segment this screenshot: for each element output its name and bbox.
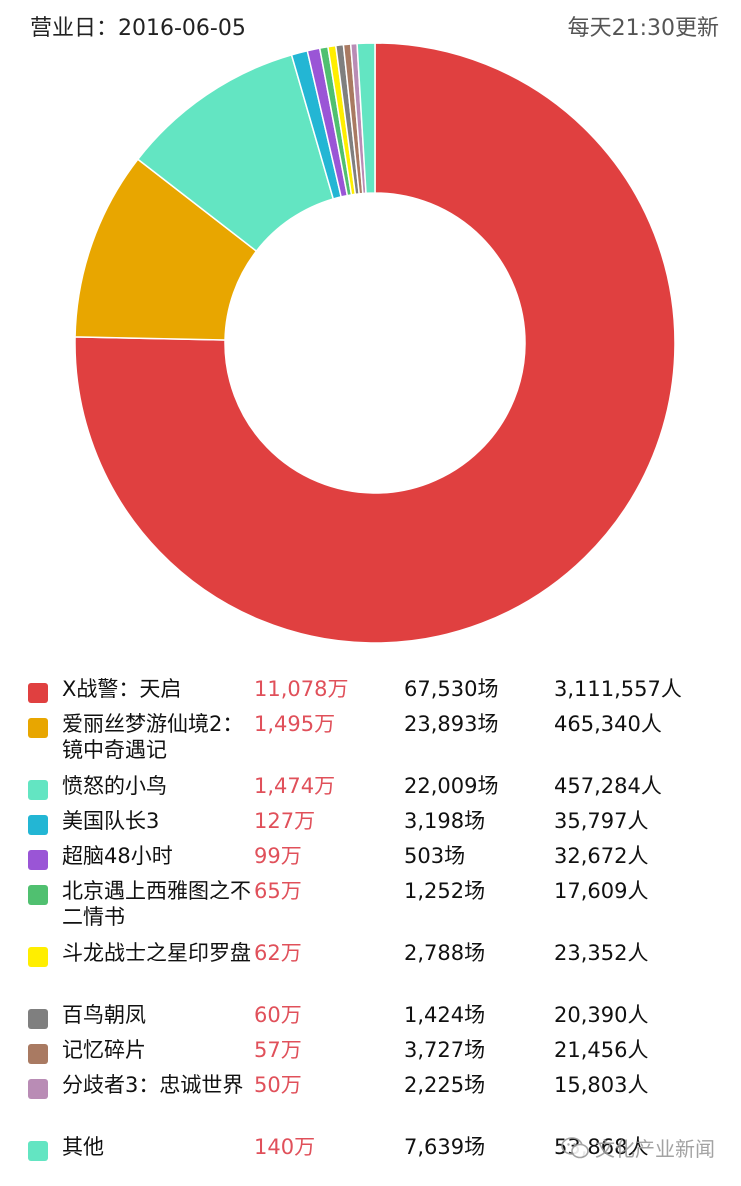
audience-count: 21,456人 (554, 1038, 649, 1062)
box-office-gross: 57万 (254, 1038, 302, 1062)
movie-name: 分歧者3：忠诚世界 (62, 1073, 244, 1097)
movie-name: 斗龙战士之星印罗盘 (62, 941, 251, 965)
box-office-gross: 11,078万 (254, 677, 349, 701)
box-office-gross: 127万 (254, 809, 316, 833)
audience-count: 20,390人 (554, 1003, 649, 1027)
legend-swatch (28, 850, 48, 870)
box-office-gross: 60万 (254, 1003, 302, 1027)
box-office-gross: 1,495万 (254, 712, 336, 736)
legend-swatch (28, 718, 48, 738)
screening-count: 23,893场 (404, 712, 499, 736)
audience-count: 35,797人 (554, 809, 649, 833)
screening-count: 1,252场 (404, 879, 486, 903)
screening-count: 22,009场 (404, 774, 499, 798)
legend-row: 百鸟朝凤 60万 1,424场 20,390人 (28, 1002, 728, 1037)
legend-row: 北京遇上西雅图之不二情书 65万 1,252场 17,609人 (28, 878, 728, 940)
legend-row: 美国队长3 127万 3,198场 35,797人 (28, 808, 728, 843)
update-time-note: 每天21:30更新 (567, 16, 719, 41)
business-date: 营业日：2016-06-05 (30, 16, 246, 41)
box-office-gross: 65万 (254, 879, 302, 903)
legend-table: X战警：天启 11,078万 67,530场 3,111,557人爱丽丝梦游仙境2：镜… (28, 676, 728, 1169)
legend-row: 记忆碎片 57万 3,727场 21,456人 (28, 1037, 728, 1072)
audience-count: 32,672人 (554, 844, 649, 868)
audience-count: 53,868人 (554, 1135, 649, 1159)
box-office-gross: 62万 (254, 941, 302, 965)
wechat-icon (561, 1136, 589, 1158)
audience-count: 3,111,557人 (554, 677, 682, 701)
movie-name: 北京遇上西雅图之不二情书 (62, 879, 251, 929)
legend-swatch (28, 815, 48, 835)
audience-count: 23,352人 (554, 941, 649, 965)
screening-count: 67,530场 (404, 677, 499, 701)
screening-count: 2,225场 (404, 1073, 486, 1097)
legend-row: 斗龙战士之星印罗盘 62万 2,788场 23,352人 (28, 940, 728, 1002)
movie-name: 其他 (62, 1135, 104, 1159)
box-office-gross: 99万 (254, 844, 302, 868)
audience-count: 15,803人 (554, 1073, 649, 1097)
donut-slice-11 (356, 42, 376, 195)
movie-name: 爱丽丝梦游仙境2：镜中奇遇记 (62, 712, 244, 762)
watermark-text: 文化产业新闻 (595, 1137, 715, 1161)
audience-count: 17,609人 (554, 879, 649, 903)
donut-chart (74, 42, 676, 644)
box-office-gross: 140万 (254, 1135, 316, 1159)
donut-slice-1 (74, 42, 676, 644)
legend-swatch (28, 1141, 48, 1161)
legend-row: 分歧者3：忠诚世界 50万 2,225场 15,803人 (28, 1072, 728, 1134)
legend-row: 爱丽丝梦游仙境2：镜中奇遇记 1,495万 23,893场 465,340人 (28, 711, 728, 773)
watermark: 文化产业新闻 (561, 1133, 715, 1162)
audience-count: 465,340人 (554, 712, 662, 736)
screening-count: 503场 (404, 844, 466, 868)
box-office-gross: 50万 (254, 1073, 302, 1097)
legend-swatch (28, 1079, 48, 1099)
legend-row: 其他 140万 7,639场 53,868人 (28, 1134, 728, 1169)
movie-name: 愤怒的小鸟 (62, 774, 167, 798)
legend-swatch (28, 780, 48, 800)
movie-name: X战警：天启 (62, 677, 182, 701)
screening-count: 3,727场 (404, 1038, 486, 1062)
legend-row: 超脑48小时 99万 503场 32,672人 (28, 843, 728, 878)
screening-count: 2,788场 (404, 941, 486, 965)
screening-count: 3,198场 (404, 809, 486, 833)
header: 营业日：2016-06-05 每天21:30更新 (30, 10, 719, 44)
legend-swatch (28, 683, 48, 703)
legend-swatch (28, 947, 48, 967)
legend-swatch (28, 1044, 48, 1064)
screening-count: 1,424场 (404, 1003, 486, 1027)
movie-name: 美国队长3 (62, 809, 160, 833)
movie-name: 百鸟朝凤 (62, 1003, 146, 1027)
legend-swatch (28, 885, 48, 905)
legend-row: X战警：天启 11,078万 67,530场 3,111,557人 (28, 676, 728, 711)
audience-count: 457,284人 (554, 774, 662, 798)
box-office-gross: 1,474万 (254, 774, 336, 798)
legend-swatch (28, 1009, 48, 1029)
screening-count: 7,639场 (404, 1135, 486, 1159)
movie-name: 超脑48小时 (62, 844, 173, 868)
movie-name: 记忆碎片 (62, 1038, 146, 1062)
legend-row: 愤怒的小鸟 1,474万 22,009场 457,284人 (28, 773, 728, 808)
